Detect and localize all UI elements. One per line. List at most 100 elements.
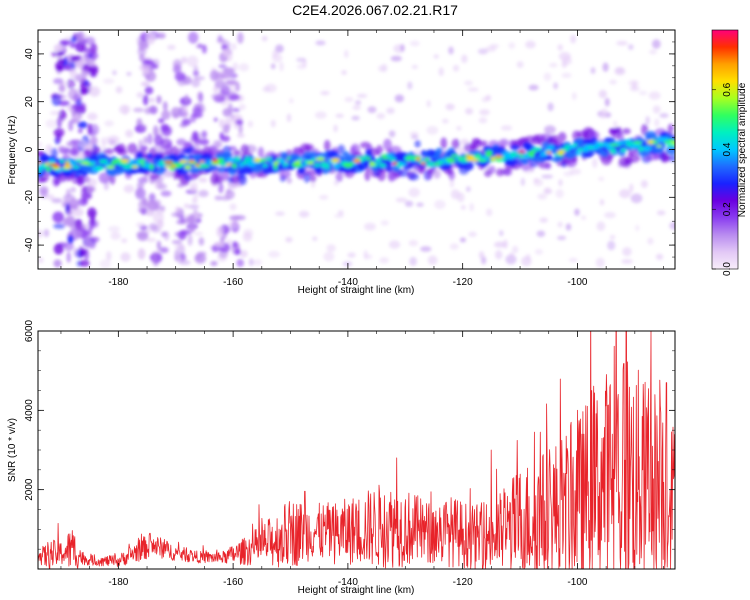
spectrogram-cell: [62, 217, 73, 227]
spectrogram-cell: [218, 118, 225, 128]
spectrogram-cell: [84, 36, 96, 46]
spectrogram-cell: [235, 119, 244, 126]
spectrogram-cell: [57, 145, 66, 151]
spectrogram-cell: [136, 182, 145, 189]
spectrogram-cell: [59, 39, 72, 46]
spectrogram-cell: [108, 225, 121, 233]
spectrogram-cell: [344, 97, 354, 103]
spectrogram-cell: [146, 200, 159, 212]
spectrogram-cell: [570, 34, 577, 44]
spectrogram-cell: [70, 36, 77, 44]
spectrogram-cell: [209, 69, 220, 82]
spectrogram-cell: [648, 91, 661, 100]
x-tick-label: -100: [567, 277, 587, 288]
y-tick-label: 40: [24, 48, 35, 60]
spectrogram-cell: [461, 54, 468, 64]
spectrogram-cell: [153, 125, 159, 137]
spectrogram-cell: [68, 120, 74, 132]
spectrogram-cell: [120, 159, 130, 163]
spectrogram-cell: [533, 178, 544, 187]
chart-title: C2E4.2026.067.02.21.R17: [292, 2, 458, 18]
spectrogram-cell: [320, 90, 330, 96]
spectrogram-cell: [536, 230, 546, 237]
spectrogram-cell: [411, 64, 419, 69]
spectrogram-cell: [226, 157, 236, 163]
spectrogram-cell: [241, 161, 248, 165]
colorbar-tick-label: 0.6: [722, 82, 733, 96]
spectrogram-cell: [543, 189, 553, 194]
spectrogram-cell: [448, 170, 456, 181]
spectrogram-cell: [174, 71, 186, 82]
spectrogram-cell: [86, 51, 94, 60]
spectrogram-cell: [191, 113, 204, 118]
spectrogram-cell: [198, 237, 205, 246]
spectrogram-cell: [645, 116, 650, 125]
snr-y-label: SNR (10 * v/v): [7, 418, 18, 482]
spectrogram-cell: [144, 86, 154, 95]
spectrogram-cell: [395, 197, 408, 203]
spectrogram-cell: [78, 249, 84, 258]
spectrogram-cell: [551, 148, 558, 154]
spectrogram-cell: [409, 40, 420, 47]
spectrogram-cell: [126, 71, 132, 76]
x-tick-label: -160: [223, 577, 243, 588]
spectrogram-cell: [154, 134, 163, 146]
spectrogram-cell: [87, 227, 93, 236]
spectrogram-cell: [557, 44, 563, 51]
spectrogram-cell: [602, 62, 609, 72]
spectrogram-cell: [66, 210, 73, 216]
spectrogram-cell: [63, 242, 74, 251]
spectrogram-cell: [157, 32, 166, 39]
spectrogram-cell: [160, 205, 166, 212]
spectrogram-cell: [408, 239, 419, 247]
spectrogram-cell: [468, 231, 477, 237]
spectrogram-cell: [238, 103, 246, 111]
spectrogram-cell: [138, 139, 144, 151]
spectrogram-cell: [285, 236, 293, 243]
spectrogram-cell: [196, 103, 205, 108]
spectrogram-cell: [51, 198, 63, 204]
spectrogram-cell: [392, 162, 398, 165]
spectrogram-cell: [400, 44, 405, 52]
spectrogram-cell: [607, 240, 616, 251]
spectrogram-cell: [133, 107, 144, 113]
spectrogram-cell: [449, 243, 459, 250]
spectrogram-cell: [71, 143, 81, 155]
spectrogram-cell: [337, 144, 346, 155]
spectrogram-cell: [243, 156, 253, 163]
spectrogram-cell: [289, 98, 294, 104]
spectrogram-cell: [286, 113, 292, 123]
spectrogram-cell: [622, 247, 632, 257]
spectrogram-cell: [87, 207, 97, 219]
spectrogram-cell: [376, 112, 386, 120]
spectrogram-cell: [71, 165, 80, 169]
spectrogram-cell: [364, 222, 376, 231]
spectrogram-cell: [186, 55, 199, 67]
spectrogram-cell: [148, 193, 156, 203]
spectrogram-cell: [337, 210, 344, 216]
spectrogram-cell: [377, 169, 386, 182]
spectrogram-cell: [188, 213, 195, 226]
spectrogram-cell: [135, 222, 146, 228]
spectrogram-cell: [286, 177, 292, 184]
spectrogram-cell: [628, 44, 634, 51]
spectrogram-cell: [222, 108, 232, 117]
spectrogram-cell: [517, 150, 526, 154]
spectrogram-cell: [609, 147, 617, 154]
spectrogram-cell: [456, 192, 465, 203]
spectrogram-cell: [53, 223, 66, 229]
spectrogram-cell: [568, 257, 578, 263]
colorbar-label: Normalized spectral amplitude: [737, 82, 748, 217]
spectrogram-cell: [247, 120, 254, 128]
spectrogram-cell: [366, 156, 371, 161]
spectrogram-cell: [38, 161, 42, 165]
spectrogram-y-label: Frequency (Hz): [7, 116, 18, 185]
spectrogram-cell: [545, 150, 552, 154]
spectrogram-cell: [460, 205, 466, 210]
spectrogram-cell: [269, 161, 275, 165]
spectrogram-cell: [389, 157, 397, 162]
spectrogram-cell: [565, 223, 572, 231]
spectrogram-cell: [198, 138, 210, 146]
spectrogram-cell: [599, 199, 605, 206]
spectrogram-cell: [87, 183, 92, 194]
